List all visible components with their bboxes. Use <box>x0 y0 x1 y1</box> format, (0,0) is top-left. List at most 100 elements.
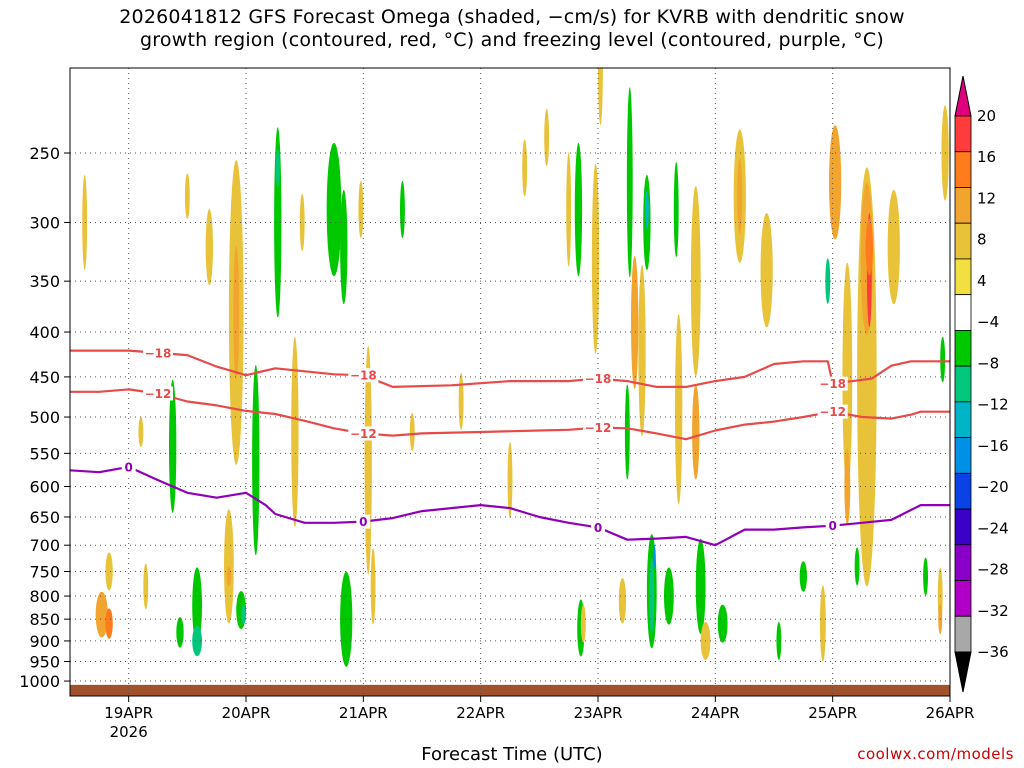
contour-label-bg <box>356 514 371 529</box>
colorbar-segment <box>954 615 972 653</box>
colorbar-segment <box>954 258 972 296</box>
credit-text: coolwx.com/models <box>857 745 1014 763</box>
contour-label-bg <box>817 376 848 391</box>
omega-cell-42 <box>624 384 630 480</box>
omega-cell-3 <box>82 174 88 271</box>
colorbar-label: −20 <box>977 478 1009 496</box>
x-tick-label: 23APR <box>574 704 623 722</box>
omega-cell-39 <box>591 163 600 354</box>
chart-title-line1: 2026041812 GFS Forecast Omega (shaded, −… <box>119 6 905 28</box>
omega-cell-45 <box>638 264 646 437</box>
x-tick-label: 20APR <box>222 704 271 722</box>
omega-cell-78 <box>940 336 946 383</box>
colorbar-segment <box>954 508 972 546</box>
omega-cell-53 <box>675 314 683 505</box>
omega-cell-10 <box>192 625 202 657</box>
contour-label-bg <box>121 459 136 474</box>
omega-cell-24 <box>340 189 348 305</box>
colorbar-label: −16 <box>977 437 1009 455</box>
omega-cell-47 <box>644 190 649 229</box>
y-tick-label: 300 <box>29 213 60 232</box>
omega-cell-22 <box>299 193 305 252</box>
omega-cell-55 <box>692 384 700 480</box>
colorbar-bottom-arrow <box>954 651 972 693</box>
y-tick-label: 850 <box>29 610 60 629</box>
y-tick-label: 500 <box>29 408 60 427</box>
colorbar-top-arrow <box>954 75 972 117</box>
omega-cell-29 <box>400 180 405 239</box>
y-tick-label: 350 <box>29 272 60 291</box>
contour-label--18: −18 <box>819 377 846 391</box>
contour-label-bg <box>825 518 840 533</box>
contour-0 <box>70 465 950 547</box>
omega-cell-6 <box>169 379 177 514</box>
y-tick-label: 1000 <box>19 672 60 691</box>
omega-cell-23 <box>326 142 342 277</box>
contour-label-bg <box>817 404 848 419</box>
x-tick-label: 25APR <box>808 704 857 722</box>
y-tick-label: 800 <box>29 587 60 606</box>
contour-label--12: −12 <box>819 405 846 419</box>
contour-label--12: −12 <box>145 387 172 401</box>
omega-cell-56 <box>695 538 706 635</box>
y-tick-label: 600 <box>29 477 60 496</box>
colorbar-label: 20 <box>977 107 996 125</box>
contour-label-bg <box>583 420 613 435</box>
colorbar-segment <box>954 151 972 188</box>
y-axis: 250 300 350 400 450 500 550 600 650 700 750 800 850 9… <box>19 144 70 691</box>
omega-cell-60 <box>737 158 743 235</box>
omega-cell-30 <box>409 412 415 452</box>
omega-cell-15 <box>233 245 240 380</box>
omega-cell-68 <box>844 448 851 525</box>
omega-cell-13 <box>226 567 232 587</box>
ground-band <box>70 684 950 696</box>
colorbar-segment <box>954 187 972 224</box>
colorbar-segment <box>954 580 972 617</box>
colorbar-label: −32 <box>977 602 1009 620</box>
omega-cell-11 <box>205 208 213 286</box>
omega-cell-17 <box>241 605 246 625</box>
y-tick-label: 750 <box>29 562 60 581</box>
omega-cell-7 <box>176 617 184 648</box>
y-tick-label: 700 <box>29 536 60 555</box>
contour-label-0: 0 <box>124 460 132 474</box>
colorbar: 20 16 12 8 4 −4 −8 −12 −16 −20 −24 −28 −32 −36 <box>954 75 1009 693</box>
omega-cell-44 <box>631 255 639 390</box>
colorbar-segment <box>954 544 972 581</box>
omega-cell-40 <box>598 68 603 126</box>
omega-cell-43 <box>626 87 633 278</box>
y-tick-label: 250 <box>29 144 60 163</box>
colorbar-label: −28 <box>977 561 1009 579</box>
omega-cell-0 <box>95 591 108 638</box>
x-tick-label: 22APR <box>456 704 505 722</box>
x-axis: 19APR 20APR 21APR 22APR 23APR 24APR 25APR 26APR… <box>104 696 974 741</box>
omega-cell-64 <box>819 585 826 662</box>
colorbar-label: 16 <box>977 148 996 166</box>
omega-cell-51 <box>664 567 674 625</box>
omega-cell-73 <box>865 218 873 276</box>
colorbar-label: −24 <box>977 519 1009 537</box>
omega-cell-66 <box>829 125 842 240</box>
omega-cell-52 <box>673 161 679 258</box>
contour-label--18: −18 <box>145 346 172 360</box>
colorbar-label: 8 <box>977 231 987 249</box>
contour-label--18: −18 <box>585 372 612 386</box>
omega-cell-18 <box>252 364 260 556</box>
omega-cell-50 <box>652 544 656 568</box>
omega-cell-49 <box>649 557 655 635</box>
omega-cell-12 <box>224 509 234 624</box>
colorbar-segment <box>954 115 972 153</box>
omega-cell-58 <box>717 604 728 643</box>
contour-label-bg <box>591 520 605 535</box>
omega-cell-41 <box>618 577 627 624</box>
colorbar-segment <box>954 294 972 331</box>
contour-label--12: −12 <box>585 421 612 435</box>
x-year-label: 2026 <box>110 723 148 741</box>
y-tick-label: 900 <box>29 632 60 651</box>
colorbar-segment <box>954 222 972 260</box>
contour-label-bg <box>348 368 379 383</box>
x-tick-label: 26APR <box>926 704 975 722</box>
omega-cell-61 <box>760 212 773 328</box>
contour-label-0: 0 <box>359 515 367 529</box>
